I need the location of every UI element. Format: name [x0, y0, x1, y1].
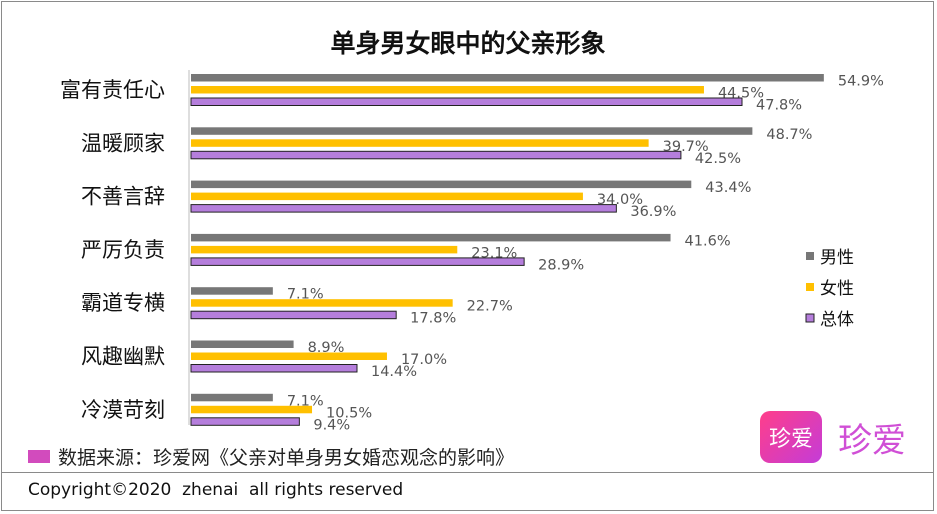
legend-label: 总体	[820, 310, 854, 330]
data-label: 22.7%	[467, 299, 513, 315]
data-label: 41.6%	[685, 233, 731, 249]
source-text: 数据来源：珍爱网《父亲对单身男女婚恋观念的影响》	[58, 447, 515, 469]
logo-badge: 珍爱	[760, 411, 822, 463]
footer-divider	[1, 472, 934, 473]
bar-男性	[191, 233, 671, 242]
bar-男性	[191, 74, 824, 82]
source-marker-icon	[28, 450, 50, 463]
copyright-text: Copyright©2020 zhenai all rights reserve…	[28, 480, 404, 500]
bar-男性	[191, 340, 294, 348]
bar-女性	[191, 405, 313, 414]
bar-总体	[190, 310, 397, 320]
legend-swatch	[806, 283, 814, 291]
zhenai-logo: 珍爱 珍爱	[760, 411, 906, 463]
bar-总体	[190, 204, 617, 213]
bar-总体	[190, 364, 358, 373]
category-label: 严厉负责	[81, 238, 165, 262]
data-source: 数据来源：珍爱网《父亲对单身男女婚恋观念的影响》	[28, 443, 514, 470]
category-label: 温暖顾家	[81, 131, 165, 155]
category-label: 不善言辞	[81, 185, 165, 209]
data-label: 17.0%	[401, 352, 447, 368]
data-label: 7.1%	[287, 287, 324, 303]
data-label: 8.9%	[308, 340, 345, 356]
chart-title: 单身男女眼中的父亲形象	[330, 29, 605, 58]
data-label: 43.4%	[705, 180, 751, 196]
logo-wordmark: 珍爱	[838, 420, 906, 461]
data-label: 42.5%	[695, 151, 741, 167]
bar-女性	[191, 86, 704, 94]
data-label: 9.4%	[313, 417, 350, 433]
legend-label: 女性	[820, 279, 854, 299]
data-label: 14.4%	[371, 364, 417, 380]
data-label: 28.9%	[538, 257, 584, 273]
bar-男性	[191, 127, 753, 135]
bar-总体	[190, 97, 743, 106]
bar-男性	[191, 180, 692, 189]
legend-swatch	[806, 252, 814, 260]
bar-女性	[191, 352, 387, 360]
legend-swatch	[805, 313, 815, 323]
bar-总体	[190, 417, 300, 426]
data-label: 48.7%	[766, 127, 812, 143]
data-label: 54.9%	[838, 74, 884, 90]
category-label: 霸道专横	[81, 291, 165, 315]
data-label: 36.9%	[630, 204, 676, 220]
data-label: 10.5%	[326, 405, 372, 421]
bar-女性	[191, 299, 453, 307]
bar-男性	[191, 287, 273, 295]
data-label: 47.8%	[756, 98, 802, 114]
category-label: 风趣幽默	[81, 345, 165, 369]
bar-女性	[191, 192, 583, 201]
bar-男性	[191, 393, 273, 402]
bar-总体	[190, 150, 682, 160]
bar-女性	[191, 139, 649, 147]
data-label: 17.8%	[410, 311, 456, 327]
legend-label: 男性	[820, 248, 854, 268]
category-label: 冷漠苛刻	[81, 398, 165, 422]
category-label: 富有责任心	[60, 78, 165, 102]
bar-总体	[190, 257, 525, 266]
data-label: 7.1%	[287, 393, 324, 409]
bar-女性	[191, 245, 458, 254]
